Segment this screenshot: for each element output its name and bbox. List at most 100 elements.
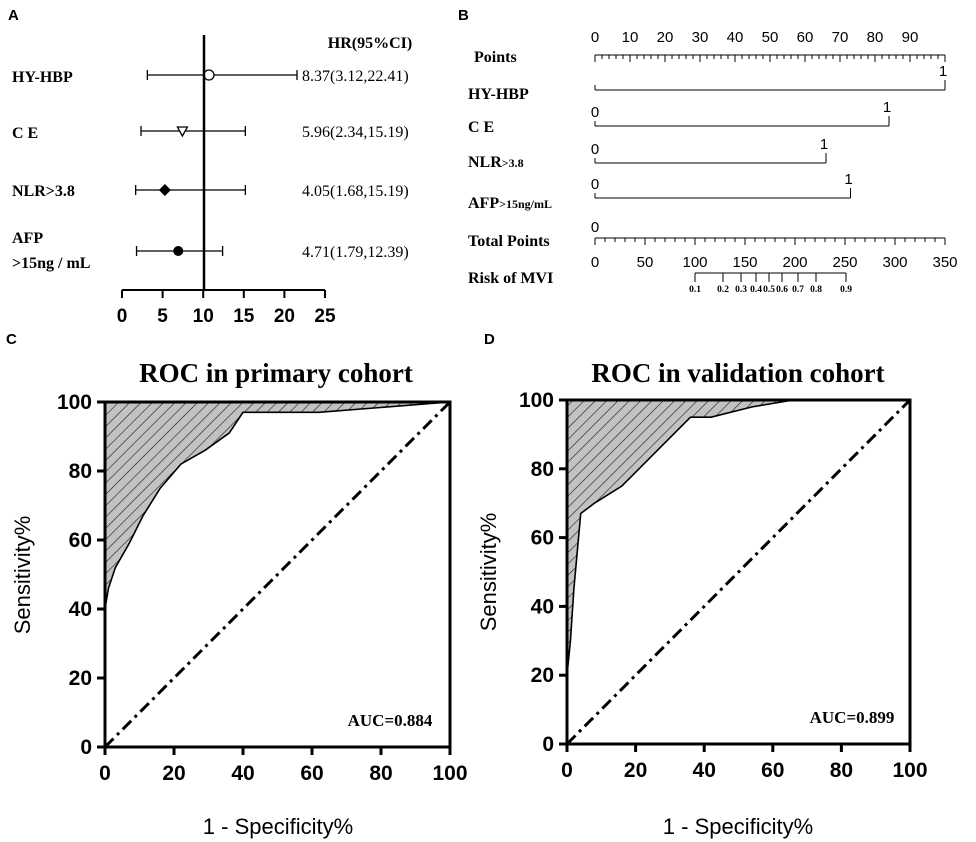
points-tick-label: 30 [692,29,709,46]
roc-c-auc: AUC=0.884 [348,711,433,730]
panel-c: C ROC in primary cohort 0 20 40 60 80 100 0 20 4… [6,331,468,839]
roc-x-tick-label: 100 [432,762,467,785]
forest-hr-marker [203,69,215,81]
roc-d-title: ROC in validation cohort [591,358,884,388]
roc-reference-line [103,400,452,749]
forest-tick-label: 5 [157,306,168,327]
points-tick-label: 80 [867,29,884,46]
roc-d-xlabel: 1 - Specificity% [663,814,813,839]
total-tick-label: 50 [637,254,654,271]
panel-d: D ROC in validation cohort 0 20 40 60 80 1000… [476,331,928,839]
roc-x-tick-label: 60 [761,759,784,782]
forest-row-label: AFP [12,230,43,247]
nomo-predictor-scales: 10 10 10 1 [591,63,947,199]
panel-a-letter: A [8,7,19,24]
forest-row-label: HY-HBP [12,69,73,86]
roc-curve [566,399,910,744]
nomo-label-risk: Risk of MVI [468,270,553,287]
nomo-points-scale: 0 10 20 30 40 50 60 70 80 90 [591,29,946,62]
forest-ci-text: 8.37(3.12,22.41) [302,68,409,85]
risk-tick-label: 0.6 [776,285,788,295]
roc-frame [103,400,452,749]
forest-row-label: C E [12,125,38,142]
forest-ci-text: 5.96(2.34,15.19) [302,124,409,141]
forest-row: HY-HBP 8.37(3.12,22.41) [12,68,409,86]
total-zero-label: 0 [591,219,599,236]
forest-row: NLR>3.8 4.05(1.68,15.19) [12,183,409,200]
forest-row: AFP >15ng / mL 4.71(1.79,12.39) [12,230,409,272]
panel-b-letter: B [458,7,469,24]
total-tick-label: 100 [682,254,707,271]
forest-tick-label: 0 [117,306,128,327]
roc-x-tick-label: 0 [561,759,573,782]
nomo-label-nlr: NLR>3.8 [468,154,524,171]
total-tick-label: 300 [882,254,907,271]
points-tick-label: 0 [591,29,599,46]
roc-frame [565,398,912,746]
roc-x-tick-label: 20 [624,759,647,782]
total-tick-label: 150 [732,254,757,271]
roc-y-tick-label: 80 [531,458,554,481]
roc-y-tick-label: 100 [57,391,92,414]
roc-shaded-area [567,400,910,744]
risk-tick-label: 0.3 [735,285,747,295]
panel-b: B Points HY-HBP C E NLR>3.8 AFP>15ng/mL … [458,7,958,295]
roc-y-tick-label: 20 [69,667,92,690]
forest-ci-text: 4.05(1.68,15.19) [302,183,409,200]
risk-tick-label: 0.2 [717,285,729,295]
roc-x-tick-label: 20 [162,762,185,785]
predictor-one-label: 1 [820,136,828,153]
forest-hr-marker [173,246,184,256]
roc-y-tick-label: 20 [531,664,554,687]
roc-y-tick-label: 80 [69,460,92,483]
roc-x-tick-label: 80 [369,762,392,785]
roc-c-title: ROC in primary cohort [139,358,413,388]
nomo-label-ce: C E [468,119,494,136]
panel-a: A HR(95%CI) HY-HBP 8.37(3.12,22.41) C E 5.9… [8,7,412,327]
points-tick-label: 20 [657,29,674,46]
nomo-risk-scale: 0.1 0.2 0.3 0.4 0.5 0.6 0.7 0.8 0.9 [689,272,852,295]
roc-reference-line [565,398,912,746]
roc-d-ylabel: Sensitivity% [476,513,501,632]
forest-ci-text: 4.71(1.79,12.39) [302,244,409,261]
risk-tick-label: 0.4 [750,285,762,295]
risk-tick-label: 0.9 [840,285,852,295]
points-tick-label: 90 [902,29,919,46]
forest-hr-marker [176,126,189,138]
predictor-zero-label: 0 [591,141,599,158]
total-tick-label: 0 [591,254,599,271]
predictor-zero-label: 0 [591,176,599,193]
forest-tick-label: 10 [193,306,214,327]
forest-hr-marker [158,184,171,196]
predictor-one-label: 1 [939,63,947,80]
forest-tick-label: 20 [274,306,295,327]
points-tick-label: 50 [762,29,779,46]
roc-c-ylabel: Sensitivity% [10,516,35,635]
points-tick-label: 70 [832,29,849,46]
roc-x-tick-label: 100 [892,759,927,782]
roc-d-plot: 0 20 40 60 80 100 0 20 40 60 80 100 [519,389,928,782]
roc-y-tick-label: 0 [542,733,554,756]
forest-x-ticks: 0 5 10 15 20 25 [117,290,336,327]
total-tick-label: 350 [932,254,957,271]
total-tick-label: 200 [782,254,807,271]
roc-y-tick-label: 100 [519,389,554,412]
roc-d-auc: AUC=0.899 [810,708,895,727]
forest-ci-header: HR(95%CI) [328,35,412,52]
points-tick-label: 60 [797,29,814,46]
predictor-one-label: 1 [844,171,852,188]
roc-y-tick-label: 60 [69,529,92,552]
nomo-label-afp: AFP>15ng/mL [468,195,552,212]
roc-y-tick-label: 40 [69,598,92,621]
roc-y-tick-label: 0 [80,736,92,759]
panel-d-letter: D [484,331,495,348]
roc-y-tick-label: 60 [531,527,554,550]
nomo-label-hybhp: HY-HBP [468,86,529,103]
roc-c-xlabel: 1 - Specificity% [203,814,353,839]
predictor-scale: 1 [594,63,947,91]
roc-x-tick-label: 0 [99,762,111,785]
points-tick-label: 40 [727,29,744,46]
